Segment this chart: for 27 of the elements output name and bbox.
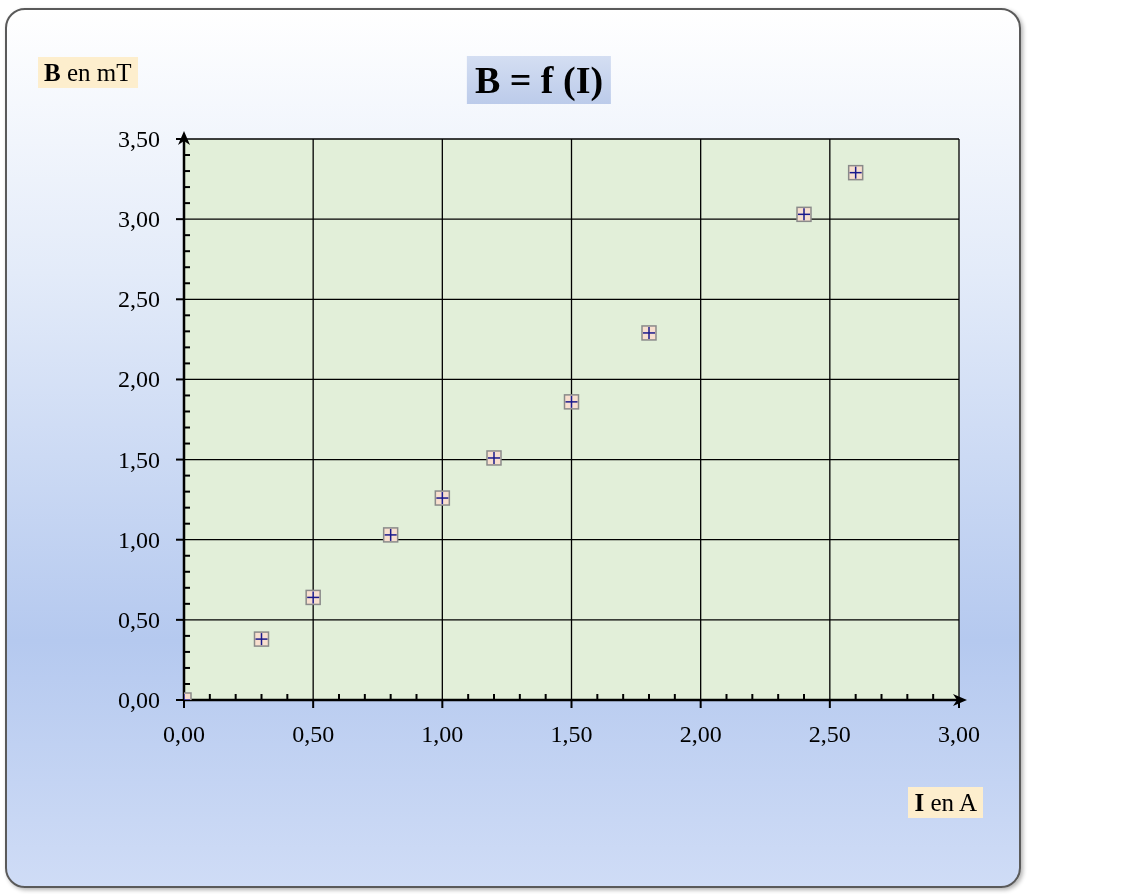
- y-tick-label: 1,50: [118, 446, 160, 473]
- y-tick-label: 1,00: [118, 526, 160, 553]
- x-tick-label: 2,00: [679, 721, 722, 747]
- y-tick-label: 3,50: [118, 126, 160, 152]
- point: [434, 490, 451, 506]
- x-tick-label: 1,00: [421, 721, 464, 747]
- point: [796, 206, 812, 223]
- point: [847, 164, 864, 181]
- y-tick-label: 0,50: [118, 606, 160, 633]
- point: [563, 394, 580, 410]
- point: [253, 631, 270, 647]
- point: [305, 589, 321, 606]
- point: [486, 450, 502, 466]
- x-tick-label: 3,00: [938, 721, 980, 747]
- y-tick-label: 0,00: [118, 687, 160, 713]
- point: [641, 325, 657, 341]
- x-tick-label: 1,50: [550, 721, 593, 747]
- y-tick-label: 3,00: [118, 206, 160, 233]
- y-axis-title: B en mT: [44, 59, 132, 86]
- chart-title: B = f (I): [466, 56, 612, 104]
- y-tick-label: 2,50: [118, 286, 160, 313]
- x-tick-label: 0,50: [292, 721, 335, 747]
- x-tick-label: 0,00: [163, 721, 205, 747]
- y-tick-label: 2,00: [118, 366, 160, 393]
- point: [382, 527, 399, 543]
- x-tick-label: 2,50: [808, 721, 851, 747]
- x-axis-title: I en A: [914, 789, 977, 816]
